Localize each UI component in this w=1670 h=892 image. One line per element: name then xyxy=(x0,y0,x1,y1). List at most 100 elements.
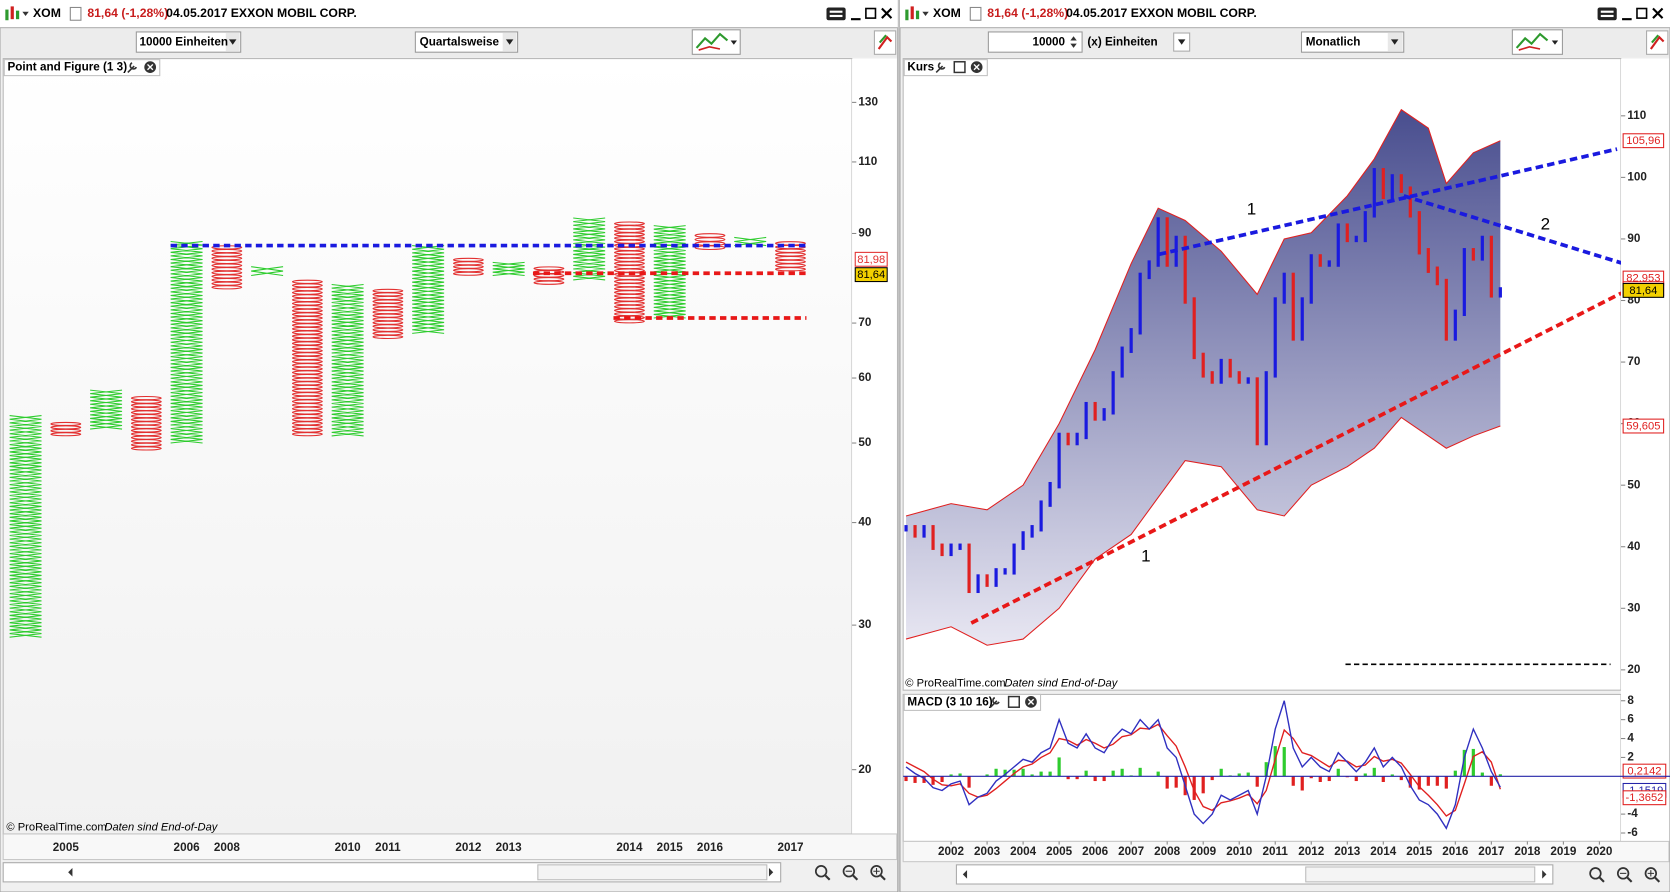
o-column xyxy=(130,395,162,451)
close-button[interactable] xyxy=(1652,7,1664,19)
panel-title: MACD (3 10 16) xyxy=(907,696,992,709)
histogram-bar xyxy=(1264,762,1268,777)
x-tick-label: 2013 xyxy=(1334,845,1361,858)
chart-icon[interactable] xyxy=(5,6,20,21)
maximize-button[interactable] xyxy=(1636,7,1648,19)
panel-title: Point and Figure (1 3) xyxy=(7,61,127,74)
trend-line xyxy=(970,291,1622,625)
x-tick-label: 2012 xyxy=(1298,845,1325,858)
price-bar xyxy=(940,543,944,557)
y-tick-label: 70 xyxy=(858,316,872,329)
units-dropdown[interactable] xyxy=(1084,31,1191,53)
histogram-bar xyxy=(1363,773,1367,777)
price-label-box xyxy=(854,267,888,283)
price-bar xyxy=(1138,272,1142,335)
x-tick-label: 2009 xyxy=(1190,845,1217,858)
quantity-input[interactable] xyxy=(987,31,1083,53)
histogram-bar xyxy=(1255,776,1259,787)
histogram-bar xyxy=(1291,776,1295,786)
x-tick-label: 2011 xyxy=(1263,845,1289,858)
y-tick-label: 20 xyxy=(858,763,872,776)
scrollbar[interactable] xyxy=(2,862,782,883)
x-tick-label: 2004 xyxy=(1010,845,1037,858)
price-bar xyxy=(994,568,998,587)
price-bar xyxy=(1498,287,1502,298)
x-tick-label: 2007 xyxy=(1118,845,1144,858)
chart-style-button[interactable] xyxy=(1511,29,1563,55)
histogram-bar xyxy=(967,776,971,788)
x-tick-label: 2011 xyxy=(375,841,401,854)
upper-band xyxy=(905,108,1501,517)
price-bar xyxy=(1084,401,1088,440)
x-tick-label: 2012 xyxy=(455,841,482,854)
left-window: XOM 81,64 (-1,28%) 04.05.2017 EXXON MOBI… xyxy=(0,0,899,892)
histogram-bar xyxy=(1237,773,1241,777)
histogram-bar xyxy=(1336,768,1340,777)
zoom-tools[interactable] xyxy=(814,865,886,881)
trend-line xyxy=(1403,194,1622,265)
keyboard-button[interactable] xyxy=(826,7,846,21)
histogram-bar xyxy=(1174,776,1178,788)
price-label: 0,2142 xyxy=(1627,766,1661,778)
x-tick-label: 2008 xyxy=(214,841,241,854)
chart-icon[interactable] xyxy=(905,6,920,21)
price-bar xyxy=(1228,358,1232,378)
o-column xyxy=(452,257,484,276)
x-tick-label: 2006 xyxy=(1082,845,1109,858)
info-button[interactable] xyxy=(969,6,982,21)
quote: 81,64 (-1,28%) xyxy=(987,6,1068,20)
close-button[interactable] xyxy=(881,7,893,19)
x-tick-label: 2015 xyxy=(1406,845,1433,858)
units-label: 10000 Einheiten xyxy=(140,36,228,49)
price-bar xyxy=(1417,211,1421,255)
histogram-bar xyxy=(1390,774,1394,777)
y-tick-label: 2 xyxy=(1627,751,1634,764)
price-bar xyxy=(1120,346,1124,378)
tools-button[interactable] xyxy=(873,30,897,55)
scrollbar[interactable] xyxy=(955,864,1554,885)
x-column xyxy=(9,415,42,638)
units-dropdown[interactable] xyxy=(135,31,242,53)
chart-style-button[interactable] xyxy=(691,29,741,55)
period-dropdown[interactable] xyxy=(414,31,519,53)
price-bar xyxy=(1237,371,1241,384)
period-dropdown[interactable] xyxy=(1300,31,1405,53)
tools-button[interactable] xyxy=(1646,30,1669,55)
info-button[interactable] xyxy=(69,6,82,21)
histogram-bar xyxy=(1408,776,1412,788)
price-bar xyxy=(1435,266,1439,286)
menu-arrow[interactable] xyxy=(22,11,29,16)
price-bar xyxy=(1390,174,1394,200)
keyboard-button[interactable] xyxy=(1597,7,1617,21)
histogram-bar xyxy=(1426,776,1430,786)
instrument-name: 04.05.2017 EXXON MOBIL CORP. xyxy=(1066,6,1257,20)
x-tick-label: 2015 xyxy=(657,841,684,854)
panel-title: Kurs xyxy=(907,61,934,74)
histogram-bar xyxy=(913,776,917,783)
y-axis: 20 30 40 50 60 70 90 110 130 2005 2006 2008 2010 2011… xyxy=(53,95,888,854)
menu-arrow[interactable] xyxy=(922,11,929,16)
price-bar xyxy=(1156,217,1160,267)
panel-settings[interactable] xyxy=(989,695,1037,708)
price-bar xyxy=(1210,371,1214,384)
zoom-tools[interactable] xyxy=(1589,867,1661,883)
histogram-bar xyxy=(1165,776,1169,789)
y-tick-label: 6 xyxy=(1627,713,1634,726)
price-label-box xyxy=(1622,133,1665,149)
histogram-bar xyxy=(1453,770,1457,777)
panel-settings[interactable] xyxy=(935,61,983,74)
price-bar xyxy=(1075,432,1079,446)
x-tick-label: 2013 xyxy=(496,841,523,854)
price-bar xyxy=(1363,211,1367,243)
price-bar xyxy=(1048,481,1052,507)
x-column xyxy=(734,236,767,247)
x-tick-label: 2002 xyxy=(938,845,965,858)
price-bar xyxy=(1021,531,1025,550)
period-label: Monatlich xyxy=(1306,36,1361,49)
panel-settings[interactable] xyxy=(127,61,157,73)
title-bar xyxy=(0,0,898,28)
price-bar xyxy=(1426,248,1430,273)
y-tick-label: 100 xyxy=(1627,170,1647,183)
maximize-button[interactable] xyxy=(865,7,877,19)
histogram-bar xyxy=(949,774,953,777)
